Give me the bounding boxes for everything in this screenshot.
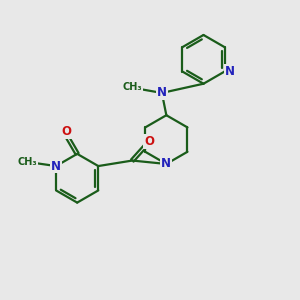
Text: N: N	[225, 65, 235, 78]
Text: N: N	[161, 158, 171, 170]
Text: O: O	[144, 135, 154, 148]
Text: O: O	[62, 125, 72, 138]
Text: CH₃: CH₃	[123, 82, 142, 92]
Text: CH₃: CH₃	[17, 157, 37, 166]
Text: N: N	[51, 160, 61, 172]
Text: N: N	[157, 86, 167, 99]
